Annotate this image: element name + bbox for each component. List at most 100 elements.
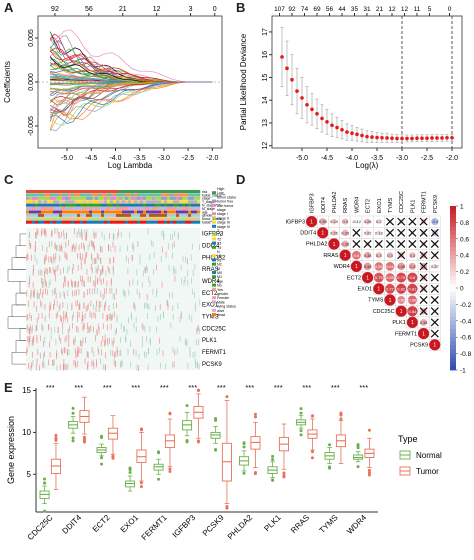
legend-swatch — [212, 313, 216, 316]
heatmap-cell — [95, 306, 97, 312]
heatmap-cell — [32, 269, 34, 276]
annotation-cell — [158, 190, 162, 194]
annotation-cell — [86, 200, 90, 204]
heatmap-cell — [120, 323, 122, 330]
coefficient-path — [49, 81, 213, 112]
heatmap-cell — [96, 300, 97, 307]
heatmap-cell — [149, 326, 151, 333]
annotation-cell — [41, 190, 45, 194]
correlation-value-label: 0.3 — [387, 253, 393, 258]
row-gene-label: PHLDA2 — [306, 242, 327, 248]
heatmap-cell — [113, 234, 114, 241]
heatmap-cell — [91, 267, 93, 274]
annotation-cell — [98, 203, 102, 207]
correlation-circle — [385, 273, 395, 283]
heatmap-cell — [73, 311, 74, 318]
heatmap-cell — [141, 323, 143, 329]
heatmap-cell — [27, 254, 29, 261]
nonsignificant-mark — [352, 228, 361, 237]
annotation-cell — [158, 217, 162, 221]
coefficient-path — [50, 59, 213, 83]
heatmap-cell — [29, 232, 30, 239]
heatmap-cell — [94, 312, 96, 319]
heatmap-cell — [194, 351, 196, 358]
significance-label: *** — [188, 383, 197, 392]
heatmap-cell — [78, 311, 80, 318]
heatmap-cell — [85, 232, 87, 238]
heatmap-cell — [196, 328, 198, 335]
annotation-cell — [170, 210, 174, 214]
heatmap-cell — [26, 290, 28, 297]
heatmap-cell — [91, 312, 93, 319]
annotation-cell — [47, 193, 51, 197]
heatmap-cell — [36, 228, 38, 235]
cv-point — [280, 55, 284, 59]
heatmap-cell — [28, 327, 30, 334]
annotation-cell — [155, 217, 159, 221]
annotation-cell — [128, 220, 132, 224]
heatmap-cell — [43, 281, 45, 288]
heatmap-cell — [96, 359, 97, 366]
cv-point — [380, 135, 384, 140]
significance-label: *** — [245, 383, 254, 392]
heatmap-cell — [67, 289, 69, 296]
heatmap-cell — [192, 269, 194, 276]
annotation-cell — [131, 193, 135, 197]
annotation-cell — [92, 190, 96, 194]
outlier-point — [367, 471, 371, 475]
cv-point — [365, 134, 369, 139]
annotation-cell — [173, 200, 177, 204]
annotation-cell — [131, 213, 135, 217]
heatmap-cell — [49, 341, 50, 348]
heatmap-cell — [75, 300, 77, 307]
annotation-cell — [35, 207, 39, 211]
cv-point — [300, 96, 304, 100]
heatmap-cell — [41, 323, 43, 330]
heatmap-cell — [76, 231, 78, 238]
outlier-point — [196, 440, 200, 444]
annotation-cell — [167, 196, 171, 200]
annotation-cell — [50, 203, 54, 207]
heatmap-cell — [42, 281, 43, 288]
correlation-value-label: -0.4 — [431, 219, 439, 224]
annotation-cell — [50, 213, 54, 217]
gene-label: DDIT4 — [202, 244, 220, 250]
annotation-cell — [161, 190, 165, 194]
heatmap-cell — [26, 254, 27, 261]
annotation-cell — [134, 190, 138, 194]
annotation-cell — [131, 200, 135, 204]
y-tick-label: 17 — [262, 28, 269, 36]
correlation-circle — [386, 252, 394, 259]
heatmap-cell — [89, 311, 91, 318]
annotation-cell — [80, 200, 84, 204]
top-tick-label: 21 — [119, 6, 127, 13]
heatmap-cell — [63, 363, 65, 370]
heatmap-cell — [172, 347, 174, 354]
heatmap-cell — [95, 267, 97, 274]
heatmap-cell — [42, 361, 44, 368]
heatmap-cell — [138, 353, 140, 360]
expression-heatmap: riskfustat_status***stageT_stage**N_stag… — [7, 187, 236, 372]
annotation-cell — [77, 196, 81, 200]
heatmap-cell — [84, 229, 86, 236]
annotation-cell — [95, 193, 99, 197]
heatmap-cell — [86, 268, 88, 275]
heatmap-cell — [195, 361, 196, 368]
annotation-cell — [62, 217, 66, 221]
column-gene-label: PLK1 — [410, 200, 416, 213]
annotation-cell — [152, 207, 156, 211]
correlation-value-label: 0.61 — [386, 264, 395, 269]
colorbar-segment — [450, 300, 456, 305]
heatmap-cell — [40, 300, 41, 307]
annotation-cell — [86, 207, 90, 211]
cv-point — [290, 77, 294, 82]
gene-label: FERMT1 — [202, 350, 227, 356]
heatmap-cell — [144, 266, 146, 273]
annotation-cell — [86, 193, 90, 197]
heatmap-cell — [92, 303, 94, 310]
heatmap-cell — [82, 325, 84, 332]
significance-label: *** — [274, 383, 283, 392]
heatmap-cell — [177, 302, 179, 309]
y-tick-label: 0.005 — [28, 29, 35, 47]
heatmap-cell — [52, 289, 54, 296]
